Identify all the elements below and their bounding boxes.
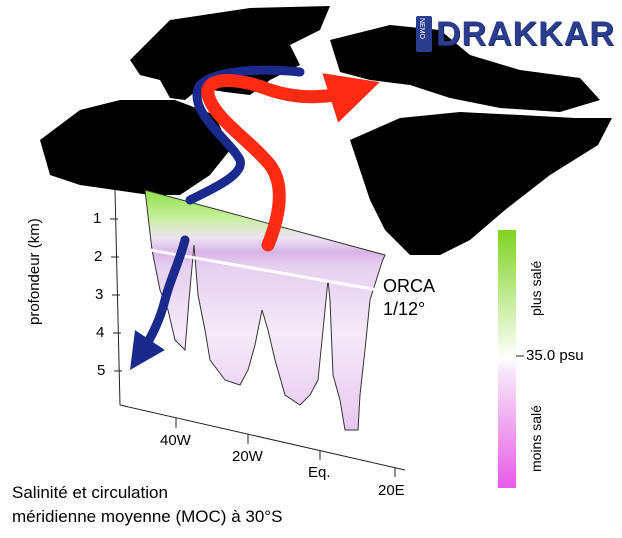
colorbar-upper-label: plus salé xyxy=(528,260,544,316)
land-masses xyxy=(40,6,612,255)
warm-surface-current xyxy=(201,73,380,252)
x-axis-line xyxy=(119,404,406,471)
figure-caption: Salinité et circulation méridienne moyen… xyxy=(12,481,282,529)
salinity-colorbar xyxy=(498,230,524,488)
caption-line-2: méridienne moyenne (MOC) à 30°S xyxy=(12,507,283,526)
x-tick-label-20w: 20W xyxy=(232,448,263,465)
model-resolution: 1/12° xyxy=(383,299,426,319)
y-tick-label-5: 5 xyxy=(97,362,106,379)
model-name: ORCA xyxy=(383,276,436,296)
x-tick-label-40w: 40W xyxy=(160,432,191,449)
y-axis-line xyxy=(114,189,121,406)
salinity-section xyxy=(144,189,386,431)
cold-deep-current xyxy=(140,65,305,355)
south-america-landmass xyxy=(40,100,230,195)
currents xyxy=(140,65,380,355)
africa-landmass xyxy=(350,112,612,255)
isohaline-35 xyxy=(149,248,379,292)
y-tick-label-2: 2 xyxy=(94,248,103,265)
x-tick-label-20e: 20E xyxy=(378,482,405,499)
north-america-landmass xyxy=(130,6,330,100)
model-label: ORCA 1/12° xyxy=(383,275,435,321)
europe-landmass xyxy=(330,25,600,112)
colorbar-mid-label: 35.0 psu xyxy=(526,347,584,364)
nemo-badge-text: NEMO xyxy=(418,18,425,39)
caption-line-1: Salinité et circulation xyxy=(12,483,168,502)
colorbar-lower-label: moins salé xyxy=(528,405,544,472)
y-tick-label-4: 4 xyxy=(96,324,105,341)
axes-frame xyxy=(110,189,406,477)
drakkar-logo: NEMO DRAKKAR xyxy=(416,12,615,56)
y-tick-label-3: 3 xyxy=(95,286,104,303)
colorbar-scale xyxy=(498,230,516,488)
nemo-badge: NEMO xyxy=(416,16,432,52)
y-tick-label-1: 1 xyxy=(93,210,102,227)
section-fill xyxy=(144,189,386,431)
logo-text: DRAKKAR xyxy=(436,14,615,53)
y-axis-label: profondeur (km) xyxy=(26,218,43,325)
x-tick-label-eq: Eq. xyxy=(308,464,331,481)
